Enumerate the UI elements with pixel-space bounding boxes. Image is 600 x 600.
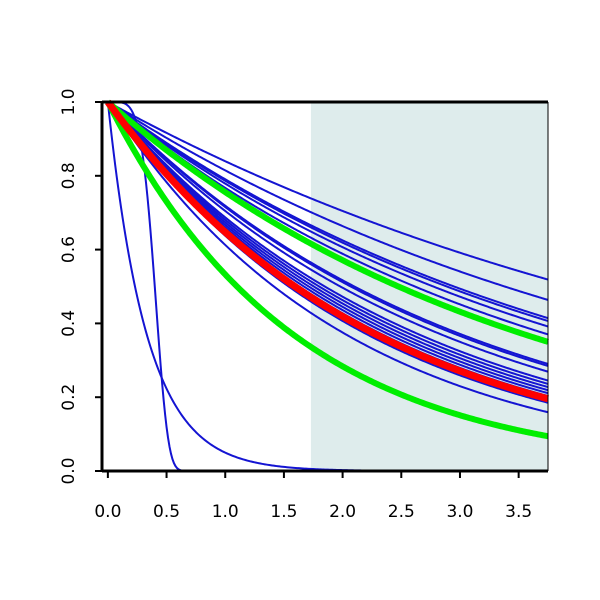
shaded-region xyxy=(310,102,548,471)
x-tick-label: 0.5 xyxy=(153,502,180,522)
x-tick-label: 2.5 xyxy=(388,502,415,522)
series-line-15 xyxy=(107,101,549,392)
x-tick-label: 0.0 xyxy=(94,502,121,522)
series-line-4 xyxy=(107,101,549,301)
series-line-22 xyxy=(105,100,550,440)
series-line-3 xyxy=(107,101,549,281)
series-line-11 xyxy=(107,101,549,373)
series-line-21 xyxy=(105,99,550,345)
y-tick-label: 0.2 xyxy=(59,384,79,411)
series-layer xyxy=(105,99,551,472)
series-line-10 xyxy=(107,101,549,367)
series-line-13 xyxy=(107,101,549,385)
x-tick-label: 1.0 xyxy=(212,502,239,522)
y-tick-label: 0.6 xyxy=(59,236,79,263)
series-line-20 xyxy=(107,101,549,414)
x-tick-label: 1.5 xyxy=(270,502,297,522)
y-tick-label: 0.8 xyxy=(59,162,79,189)
series-line-6 xyxy=(107,101,549,322)
x-tick-label: 2.0 xyxy=(329,502,356,522)
y-tick-label: 1.0 xyxy=(59,88,79,115)
y-tick-label: 0.4 xyxy=(59,310,79,337)
series-line-14 xyxy=(107,101,549,389)
axes-layer xyxy=(100,100,549,473)
series-line-7 xyxy=(107,101,549,328)
x-tick-label: 3.0 xyxy=(446,502,473,522)
y-tick-label: 0.0 xyxy=(59,457,79,484)
ticks-layer: 0.0 0.5 1.0 1.5 2.0 2.5 3.0 3.5 0.0 0.2 0.4 0.6 0.8 1… xyxy=(59,88,532,522)
x-tick-label: 3.5 xyxy=(505,502,532,522)
series-line-12 xyxy=(107,101,549,382)
series-line-23 xyxy=(105,99,551,403)
